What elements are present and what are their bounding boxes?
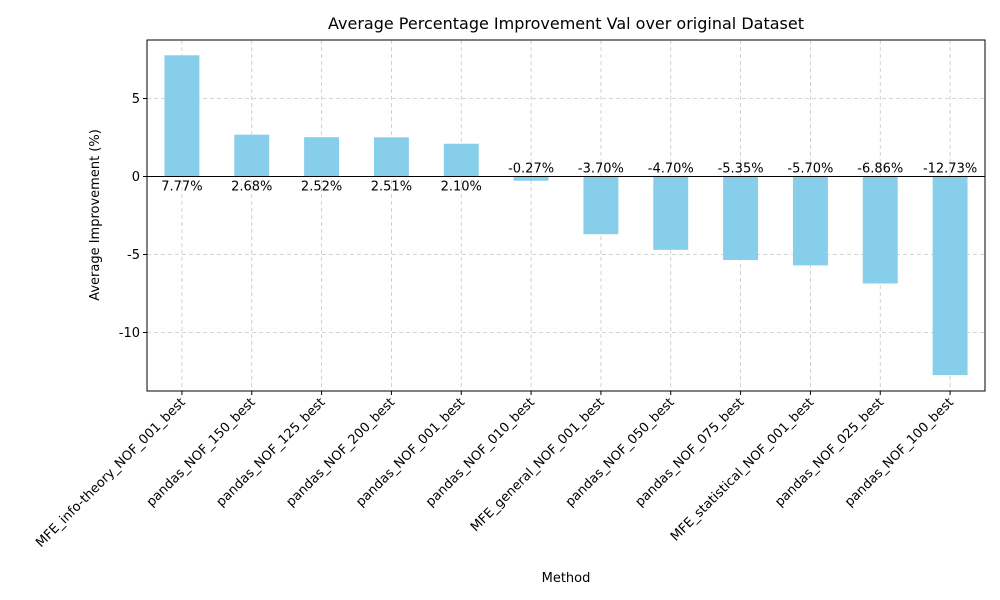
data-label: -0.27% (508, 162, 554, 177)
data-label: -5.70% (787, 162, 833, 177)
chart-title: Average Percentage Improvement Val over … (328, 14, 804, 33)
bar (164, 55, 200, 177)
data-label: -6.86% (857, 162, 903, 177)
data-label: -3.70% (578, 162, 624, 177)
bar (653, 176, 689, 250)
data-label: -5.35% (718, 162, 764, 177)
y-tick-label: -5 (127, 248, 140, 263)
bar (234, 134, 270, 177)
data-label: -12.73% (923, 162, 977, 177)
bars-layer (164, 55, 968, 376)
y-axis-label: Average Improvement (%) (88, 129, 103, 301)
y-tick-label: 5 (132, 92, 140, 107)
data-label: 7.77% (161, 180, 202, 195)
x-tick-label: MFE_general_NOF_001_best (468, 395, 608, 535)
plot-frame (146, 39, 986, 392)
grid-layer (147, 40, 985, 391)
data-label: 2.68% (231, 180, 272, 195)
x-axis-ticks: MFE_info-theory_NOF_001_bestpandas_NOF_1… (33, 391, 957, 551)
data-label: -4.70% (648, 162, 694, 177)
bar (513, 176, 549, 181)
bar (583, 176, 619, 235)
x-tick-label: MFE_info-theory_NOF_001_best (33, 395, 189, 551)
x-tick-label: MFE_statistical_NOF_001_best (668, 395, 817, 544)
data-labels: 7.77% 2.68% 2.52% 2.51% 2.10% -0.27% -3.70% -4.… (161, 162, 977, 195)
y-tick-label: 0 (132, 170, 140, 185)
bar (373, 137, 409, 177)
bar (304, 137, 340, 177)
y-axis-ticks: -10 -5 0 5 (119, 92, 147, 341)
bar (862, 176, 898, 284)
x-axis-label: Method (542, 571, 591, 586)
y-tick-label: -10 (119, 326, 140, 341)
data-label: 2.51% (371, 180, 412, 195)
data-label: 2.52% (301, 180, 342, 195)
bar (443, 143, 479, 177)
bar (792, 176, 828, 266)
bar (723, 176, 759, 260)
data-label: 2.10% (441, 180, 482, 195)
bar (932, 176, 968, 376)
